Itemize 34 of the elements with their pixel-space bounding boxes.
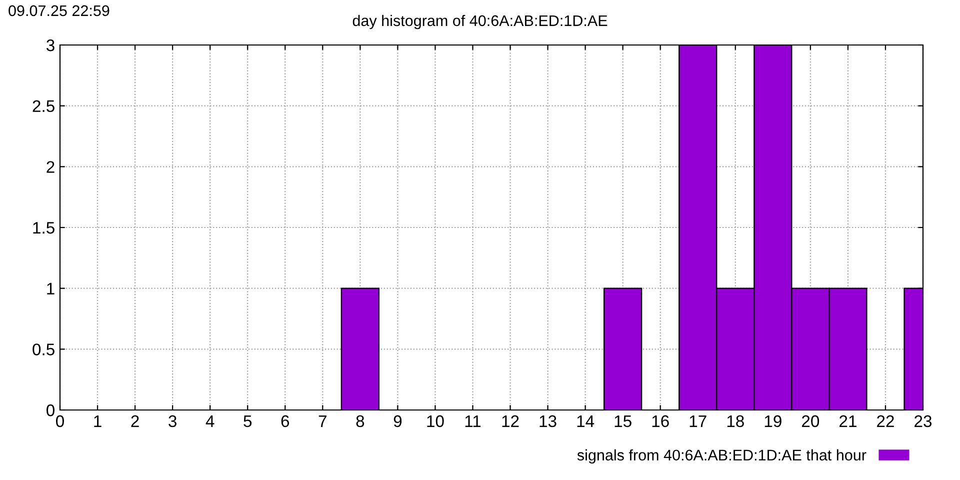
x-tick-label: 4	[206, 415, 214, 427]
y-tick-label: 0	[46, 404, 54, 416]
x-tick-label: 12	[502, 415, 519, 427]
y-tick-label: 1.5	[33, 222, 54, 234]
x-tick-label: 11	[465, 415, 481, 427]
text: 09.07.25 22:59	[8, 5, 110, 16]
y-tick-label: 2.5	[32, 100, 54, 112]
x-tick-label: 10	[427, 415, 444, 428]
x-tick-label: 0	[56, 415, 64, 428]
x-tick-label: 19	[764, 415, 782, 428]
x-tick-label: 21	[840, 415, 856, 427]
y-tick-label: 0.5	[32, 344, 54, 356]
x-tick-label: 8	[356, 415, 364, 428]
y-tick-label: 2	[46, 161, 54, 173]
y-tick-label: 3	[46, 39, 54, 52]
chart-title: day histogram of 40:6A:AB:ED:1D:AE	[352, 14, 608, 30]
x-tick-label: 2	[131, 415, 139, 427]
y-tick-label: 1	[47, 282, 54, 294]
x-tick-label: 23	[914, 415, 932, 428]
x-tick-label: 22	[877, 415, 894, 427]
x-tick-label: 17	[690, 415, 706, 427]
x-tick-label: 6	[281, 415, 290, 428]
x-tick-label: 16	[652, 415, 669, 428]
x-tick-label: 15	[614, 415, 632, 428]
x-tick-label: 18	[727, 415, 744, 428]
x-tick-label: 1	[94, 415, 102, 427]
x-tick-label: 9	[394, 415, 402, 428]
x-tick-label: 20	[802, 415, 820, 428]
x-tick-label: 3	[168, 415, 176, 428]
x-tick-label: 7	[318, 415, 326, 427]
x-tick-label: 13	[540, 415, 556, 428]
x-tick-label: 5	[244, 415, 252, 428]
x-tick-label: 14	[577, 415, 594, 427]
legend-label: signals from 40:6A:AB:ED:1D:AE that hour	[577, 449, 866, 464]
